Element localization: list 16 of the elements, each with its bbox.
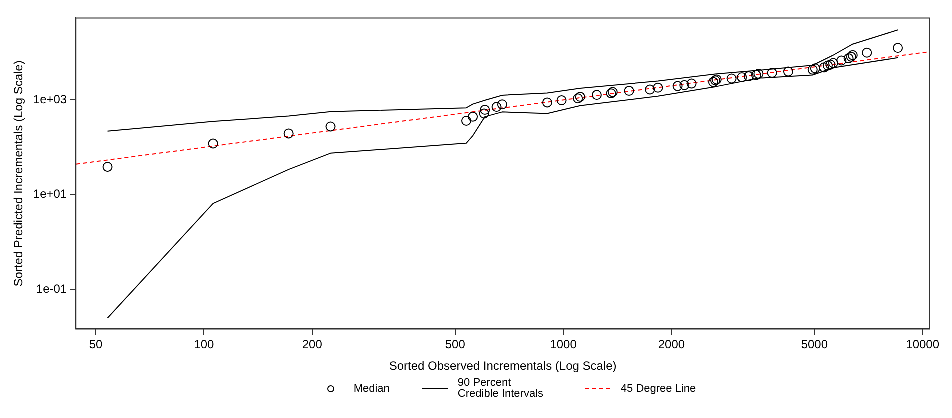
x-tick-label: 5000 — [801, 338, 828, 352]
x-axis-title: Sorted Observed Incrementals (Log Scale) — [389, 359, 617, 374]
legend-label: 90 Percent Credible Intervals — [458, 377, 545, 400]
y-tick-label: 1e-01 — [36, 282, 68, 296]
y-tick-label: 1e+03 — [33, 92, 68, 107]
x-tick-label: 1000 — [550, 338, 578, 352]
legend-label: Median — [354, 382, 390, 394]
x-tick-label: 50 — [89, 338, 104, 352]
x-tick-label: 2000 — [658, 338, 686, 352]
x-tick-label: 100 — [194, 338, 215, 352]
y-axis-title: Sorted Predicted Incrementals (Log Scale) — [12, 60, 26, 287]
x-tick-label: 200 — [302, 338, 323, 352]
legend-label: 45 Degree Line — [620, 382, 696, 394]
x-tick-label: 500 — [445, 338, 466, 352]
y-tick-label: 1e+01 — [33, 187, 68, 202]
x-tick-label: 10000 — [906, 338, 940, 352]
